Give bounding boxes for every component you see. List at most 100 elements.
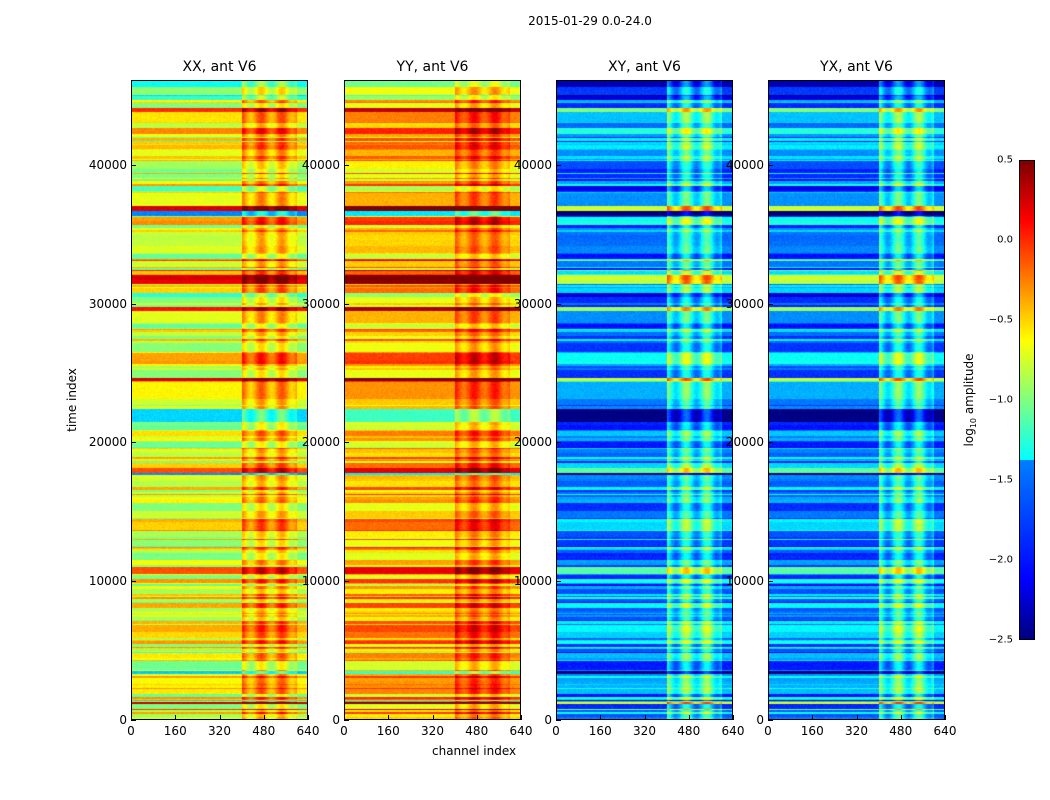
x-tick-mark (556, 715, 557, 720)
y-tick-label: 20000 (301, 435, 340, 450)
x-tick-label: 160 (588, 724, 612, 738)
colorbar-label-base: log (961, 428, 976, 447)
x-tick-label: 640 (933, 724, 957, 738)
heatmap-image (345, 81, 520, 719)
x-axis-label: channel index (432, 744, 517, 758)
y-tick-mark (344, 442, 349, 444)
x-tick-mark (733, 715, 734, 720)
x-tick-label: 320 (633, 724, 656, 738)
x-tick-mark (308, 715, 309, 720)
y-tick-mark (768, 303, 773, 305)
y-tick-mark (131, 581, 136, 583)
y-tick-mark (556, 303, 561, 305)
colorbar-tick-label: −2.0 (988, 554, 1013, 566)
y-tick-label: 20000 (725, 435, 764, 450)
y-tick-label: 0 (544, 713, 552, 727)
x-tick-mark (856, 715, 858, 720)
y-tick-label: 10000 (513, 574, 552, 589)
x-tick-mark (388, 715, 390, 720)
colorbar-label-rest: amplitude (961, 353, 976, 418)
x-tick-label: 320 (845, 724, 868, 738)
y-tick-mark (344, 581, 349, 583)
y-tick-mark (768, 442, 773, 444)
x-tick-mark (131, 715, 132, 720)
x-tick-mark (644, 715, 646, 720)
colorbar-tick-label: 0.0 (997, 234, 1013, 246)
colorbar-tick-label: 0.5 (997, 154, 1013, 166)
y-tick-label: 40000 (513, 157, 552, 172)
panel-title: XX, ant V6 (182, 59, 257, 75)
colorbar-tick-label: −0.5 (988, 314, 1013, 326)
y-tick-label: 20000 (88, 435, 127, 450)
x-tick-label: 0 (552, 724, 560, 738)
colorbar-tick-label: −1.0 (988, 394, 1013, 406)
x-tick-label: 480 (677, 724, 701, 738)
x-tick-label: 160 (376, 724, 400, 738)
y-tick-label: 40000 (301, 157, 340, 172)
heatmap-panel-2: XY, ant V6 (556, 59, 733, 720)
x-tick-label: 320 (421, 724, 444, 738)
x-tick-label: 0 (340, 724, 348, 738)
y-tick-label: 30000 (513, 296, 552, 311)
y-tick-label: 40000 (88, 157, 127, 172)
x-tick-mark (344, 715, 345, 720)
x-tick-mark (812, 715, 814, 720)
y-tick-label: 30000 (88, 296, 127, 311)
x-tick-label: 480 (252, 724, 276, 738)
y-tick-mark (344, 720, 349, 721)
y-tick-mark (131, 720, 136, 721)
colorbar-tick-label: −1.5 (988, 474, 1013, 486)
x-tick-mark (600, 715, 602, 720)
y-tick-mark (344, 303, 349, 305)
y-tick-label: 0 (332, 713, 340, 727)
y-tick-mark (131, 303, 136, 305)
heatmap-panel-3: YX, ant V6 (768, 59, 945, 720)
y-tick-mark (556, 581, 561, 583)
y-tick-mark (768, 720, 773, 721)
y-tick-mark (768, 581, 773, 583)
y-tick-label: 10000 (88, 574, 127, 589)
x-tick-label: 0 (764, 724, 772, 738)
heatmap-panel-1: YY, ant V6 (344, 59, 521, 720)
y-tick-label: 0 (756, 713, 764, 727)
panel-title: YX, ant V6 (820, 59, 893, 75)
y-tick-label: 40000 (725, 157, 764, 172)
x-tick-label: 480 (889, 724, 913, 738)
x-tick-mark (768, 715, 769, 720)
y-tick-mark (556, 164, 561, 166)
x-tick-label: 480 (465, 724, 489, 738)
colorbar-label-sub: 10 (969, 417, 979, 429)
x-tick-label: 320 (208, 724, 231, 738)
x-tick-mark (900, 715, 902, 720)
y-tick-label: 10000 (301, 574, 340, 589)
x-tick-mark (688, 715, 690, 720)
y-tick-mark (556, 442, 561, 444)
y-axis-label: time index (65, 368, 79, 432)
x-tick-label: 160 (163, 724, 187, 738)
heatmap-image (132, 81, 307, 719)
y-tick-mark (131, 442, 136, 444)
panel-title: XY, ant V6 (608, 59, 681, 75)
x-tick-label: 640 (509, 724, 533, 738)
y-tick-label: 30000 (301, 296, 340, 311)
y-tick-label: 0 (119, 713, 127, 727)
figure-title: 2015-01-29 0.0-24.0 (528, 14, 652, 28)
y-tick-mark (344, 164, 349, 166)
heatmap-image (557, 81, 732, 719)
colorbar-label: log10 amplitude (962, 354, 978, 447)
x-tick-mark (175, 715, 177, 720)
y-tick-mark (768, 164, 773, 166)
x-tick-mark (219, 715, 221, 720)
y-tick-label: 20000 (513, 435, 552, 450)
colorbar (1019, 160, 1035, 640)
y-tick-mark (131, 164, 136, 166)
x-tick-label: 0 (127, 724, 135, 738)
y-tick-mark (556, 720, 561, 721)
heatmap-image (769, 81, 944, 719)
panel-title: YY, ant V6 (396, 59, 469, 75)
x-tick-mark (263, 715, 265, 720)
x-tick-label: 160 (800, 724, 824, 738)
heatmap-panel-0: XX, ant V6 (131, 59, 308, 720)
y-tick-label: 10000 (725, 574, 764, 589)
